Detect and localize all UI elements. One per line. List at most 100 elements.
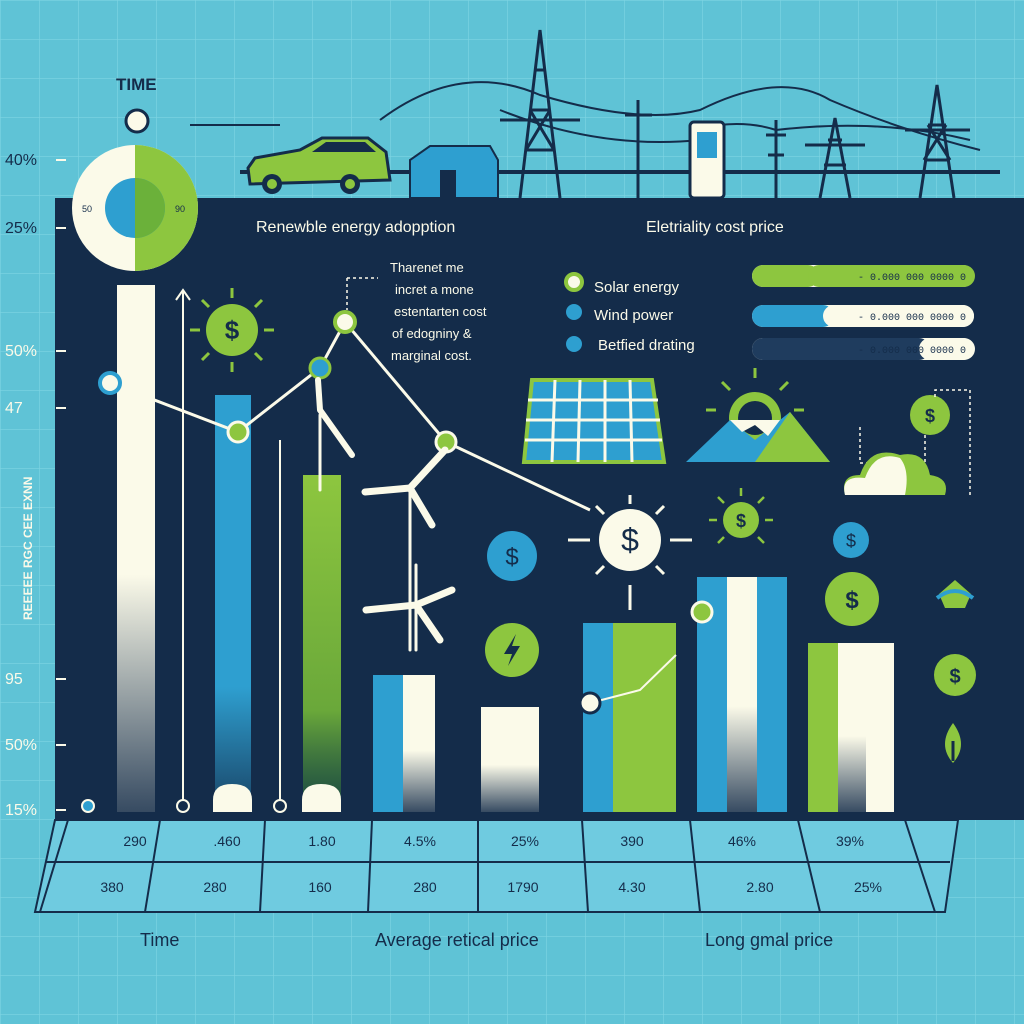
car-icon xyxy=(246,136,392,194)
y-tick-label: 47 xyxy=(5,400,23,417)
svg-text:$: $ xyxy=(736,511,746,531)
table-cell: 280 xyxy=(413,879,437,895)
y-tick-label: 50% xyxy=(5,737,37,754)
svg-text:$: $ xyxy=(949,666,960,688)
table-cell: 280 xyxy=(203,879,227,895)
y-tick-label: 25% xyxy=(5,220,37,237)
bar-6b xyxy=(613,623,646,812)
bar-6a xyxy=(583,623,613,812)
table-cell: 25% xyxy=(511,833,539,849)
line-point xyxy=(308,356,332,380)
time-title: TIME xyxy=(116,75,157,94)
bars xyxy=(117,285,894,812)
bar-2 xyxy=(215,395,251,812)
legend-label-solar: Solar energy xyxy=(594,279,680,296)
cost-bar-segment xyxy=(919,338,975,360)
wind-turbine-icon xyxy=(315,377,456,652)
dollar-coin-icon: $ xyxy=(825,572,879,626)
cost-bar-text: - 0.000 000 0000 0 xyxy=(858,346,966,357)
lightning-icon xyxy=(485,623,539,677)
line-point xyxy=(226,420,250,444)
bar-4a xyxy=(373,675,403,812)
svg-text:$: $ xyxy=(225,315,240,345)
table-cell: 380 xyxy=(100,879,124,895)
table-cell: 46% xyxy=(728,833,756,849)
sun-dollar-icon: $ xyxy=(709,488,773,544)
bar-cap xyxy=(302,784,341,812)
dollar-coin-icon: $ xyxy=(934,654,976,696)
cost-bar-fill xyxy=(752,265,819,287)
y-axis-side-label: REEEEE RGC CEE EXNN xyxy=(21,477,35,620)
x-label-time: Time xyxy=(140,930,179,950)
svg-text:$: $ xyxy=(621,522,639,558)
bar-5 xyxy=(481,707,539,812)
bar-8a xyxy=(808,643,838,812)
svg-text:estentarten cost: estentarten cost xyxy=(394,304,487,319)
trend-line xyxy=(98,310,714,715)
bar-7b xyxy=(727,577,757,812)
cost-bars: - 0.000 000 0000 0 - 0.000 000 0000 0 - 0.… xyxy=(752,265,975,360)
svg-text:incret a mone: incret a mone xyxy=(395,282,474,297)
table-cell: 290 xyxy=(123,833,147,849)
donut-left-label: 50 xyxy=(82,204,92,214)
table-cell: 39% xyxy=(836,833,864,849)
y-axis: 40% 25% 50% 47 95 50% 15% xyxy=(5,152,66,819)
y-tick-label: 50% xyxy=(5,343,37,360)
line-point xyxy=(690,600,714,624)
time-marker xyxy=(124,108,150,134)
pole-icon xyxy=(625,100,652,198)
building-icon xyxy=(409,145,499,199)
legend-swatch-solar xyxy=(564,272,584,292)
table-cell: .460 xyxy=(213,833,240,849)
svg-text:$: $ xyxy=(925,406,935,426)
pylon-icon xyxy=(905,84,970,199)
cost-bar-text: - 0.000 000 0000 0 xyxy=(858,313,966,324)
table-cell: 1790 xyxy=(507,879,538,895)
legend-swatch-betfied xyxy=(566,336,582,352)
recycle-icon xyxy=(935,580,975,608)
table-cell: 4.30 xyxy=(618,879,645,895)
svg-text:marginal cost.: marginal cost. xyxy=(391,348,472,363)
dollar-coin-icon: $ xyxy=(487,531,537,581)
svg-text:of edogniny &: of edogniny & xyxy=(392,326,472,341)
bar-7c xyxy=(757,577,787,812)
cloud-icon xyxy=(844,452,946,495)
annotation: Tharenet me incret a mone estentarten co… xyxy=(346,260,487,363)
bar-4b xyxy=(403,675,435,812)
bar-cap xyxy=(213,784,252,812)
svg-text:$: $ xyxy=(845,587,859,614)
sun-dollar-icon: $ xyxy=(190,288,274,372)
table-cell: 160 xyxy=(308,879,332,895)
y-tick-label: 15% xyxy=(5,802,37,819)
table-cell: 4.5% xyxy=(404,833,436,849)
cost-bar-segment xyxy=(808,265,975,287)
sun-dollar-icon: $ xyxy=(568,495,692,610)
x-label-long: Long gmal price xyxy=(705,930,833,950)
svg-text:$: $ xyxy=(846,531,856,551)
line-point xyxy=(333,310,357,334)
bar-3 xyxy=(303,475,341,812)
y-tick-label: 95 xyxy=(5,671,23,688)
pylon-icon xyxy=(500,29,580,199)
svg-text:Tharenet me: Tharenet me xyxy=(390,260,464,275)
bar-1 xyxy=(117,285,155,812)
cost-bar-fill xyxy=(752,338,930,360)
cost-bar-text: - 0.000 000 0000 0 xyxy=(858,273,966,284)
heading-adoption: Renewble energy adopption xyxy=(256,219,455,236)
bar-8b xyxy=(838,643,866,812)
bar-8c xyxy=(866,643,894,812)
legend-label-wind: Wind power xyxy=(594,307,673,324)
mountain-sun-icon xyxy=(686,368,830,462)
x-label-average: Average retical price xyxy=(375,930,539,950)
pylon-icon xyxy=(805,117,865,199)
donut-chart: 50 90 xyxy=(72,145,198,271)
leaf-icon xyxy=(945,723,961,763)
cost-bar-segment xyxy=(823,305,974,327)
solar-panel-icon xyxy=(521,378,667,464)
charging-station-icon xyxy=(688,120,726,200)
table-cell: 2.80 xyxy=(746,879,773,895)
table-cell: 1.80 xyxy=(308,833,335,849)
table-cell: 390 xyxy=(620,833,644,849)
line-point xyxy=(98,371,122,395)
